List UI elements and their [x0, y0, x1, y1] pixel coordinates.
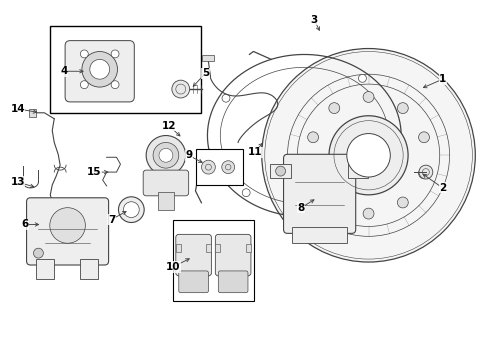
Circle shape: [329, 197, 340, 208]
FancyBboxPatch shape: [219, 271, 248, 293]
Circle shape: [33, 248, 43, 258]
FancyBboxPatch shape: [179, 271, 208, 293]
Bar: [348, 164, 368, 178]
Circle shape: [363, 91, 374, 102]
Bar: [206, 244, 211, 252]
Text: 10: 10: [166, 262, 180, 272]
Bar: [293, 228, 347, 243]
Circle shape: [419, 165, 433, 179]
Circle shape: [397, 197, 408, 208]
Text: 7: 7: [108, 215, 115, 225]
Circle shape: [347, 134, 391, 177]
Circle shape: [418, 132, 429, 143]
Text: 12: 12: [162, 121, 176, 131]
FancyBboxPatch shape: [26, 198, 109, 265]
Bar: [270, 164, 292, 178]
Circle shape: [111, 81, 119, 89]
Circle shape: [276, 166, 286, 176]
Circle shape: [80, 81, 88, 89]
Bar: [215, 244, 221, 252]
Circle shape: [308, 168, 319, 179]
Text: 3: 3: [311, 15, 318, 25]
FancyBboxPatch shape: [215, 234, 251, 276]
Circle shape: [90, 59, 110, 79]
Circle shape: [222, 94, 230, 102]
Bar: [158, 192, 174, 210]
Text: 11: 11: [247, 147, 262, 157]
Bar: [196, 149, 243, 185]
Circle shape: [80, 50, 88, 58]
Text: 9: 9: [185, 150, 192, 160]
Text: 1: 1: [439, 74, 446, 84]
Circle shape: [153, 143, 179, 168]
Circle shape: [119, 197, 144, 222]
FancyBboxPatch shape: [65, 41, 134, 102]
Circle shape: [50, 208, 85, 243]
Text: 2: 2: [439, 183, 446, 193]
Circle shape: [111, 50, 119, 58]
Bar: [36, 259, 54, 279]
Bar: [173, 220, 254, 301]
FancyBboxPatch shape: [176, 234, 211, 276]
Bar: [202, 55, 214, 62]
Circle shape: [222, 161, 235, 174]
FancyBboxPatch shape: [143, 170, 189, 196]
Circle shape: [146, 135, 186, 175]
Text: 5: 5: [202, 68, 209, 78]
Circle shape: [329, 103, 340, 113]
Circle shape: [159, 148, 173, 162]
Text: 15: 15: [87, 167, 101, 177]
Circle shape: [329, 116, 408, 195]
Bar: [246, 244, 251, 252]
Text: 6: 6: [21, 220, 28, 229]
Bar: [80, 259, 98, 279]
Circle shape: [262, 49, 475, 262]
Circle shape: [242, 189, 250, 197]
Bar: [176, 244, 181, 252]
Text: 4: 4: [60, 66, 68, 76]
Bar: [50, 26, 200, 113]
Circle shape: [82, 51, 118, 87]
Text: 13: 13: [10, 177, 25, 187]
Bar: [28, 109, 36, 117]
Text: 14: 14: [10, 104, 25, 114]
Circle shape: [123, 202, 139, 217]
Circle shape: [359, 75, 367, 82]
FancyBboxPatch shape: [284, 154, 356, 233]
Circle shape: [172, 80, 190, 98]
Circle shape: [201, 160, 215, 174]
Circle shape: [397, 103, 408, 113]
Circle shape: [363, 208, 374, 219]
Circle shape: [308, 132, 319, 143]
Text: 8: 8: [298, 203, 305, 213]
Circle shape: [418, 168, 429, 179]
